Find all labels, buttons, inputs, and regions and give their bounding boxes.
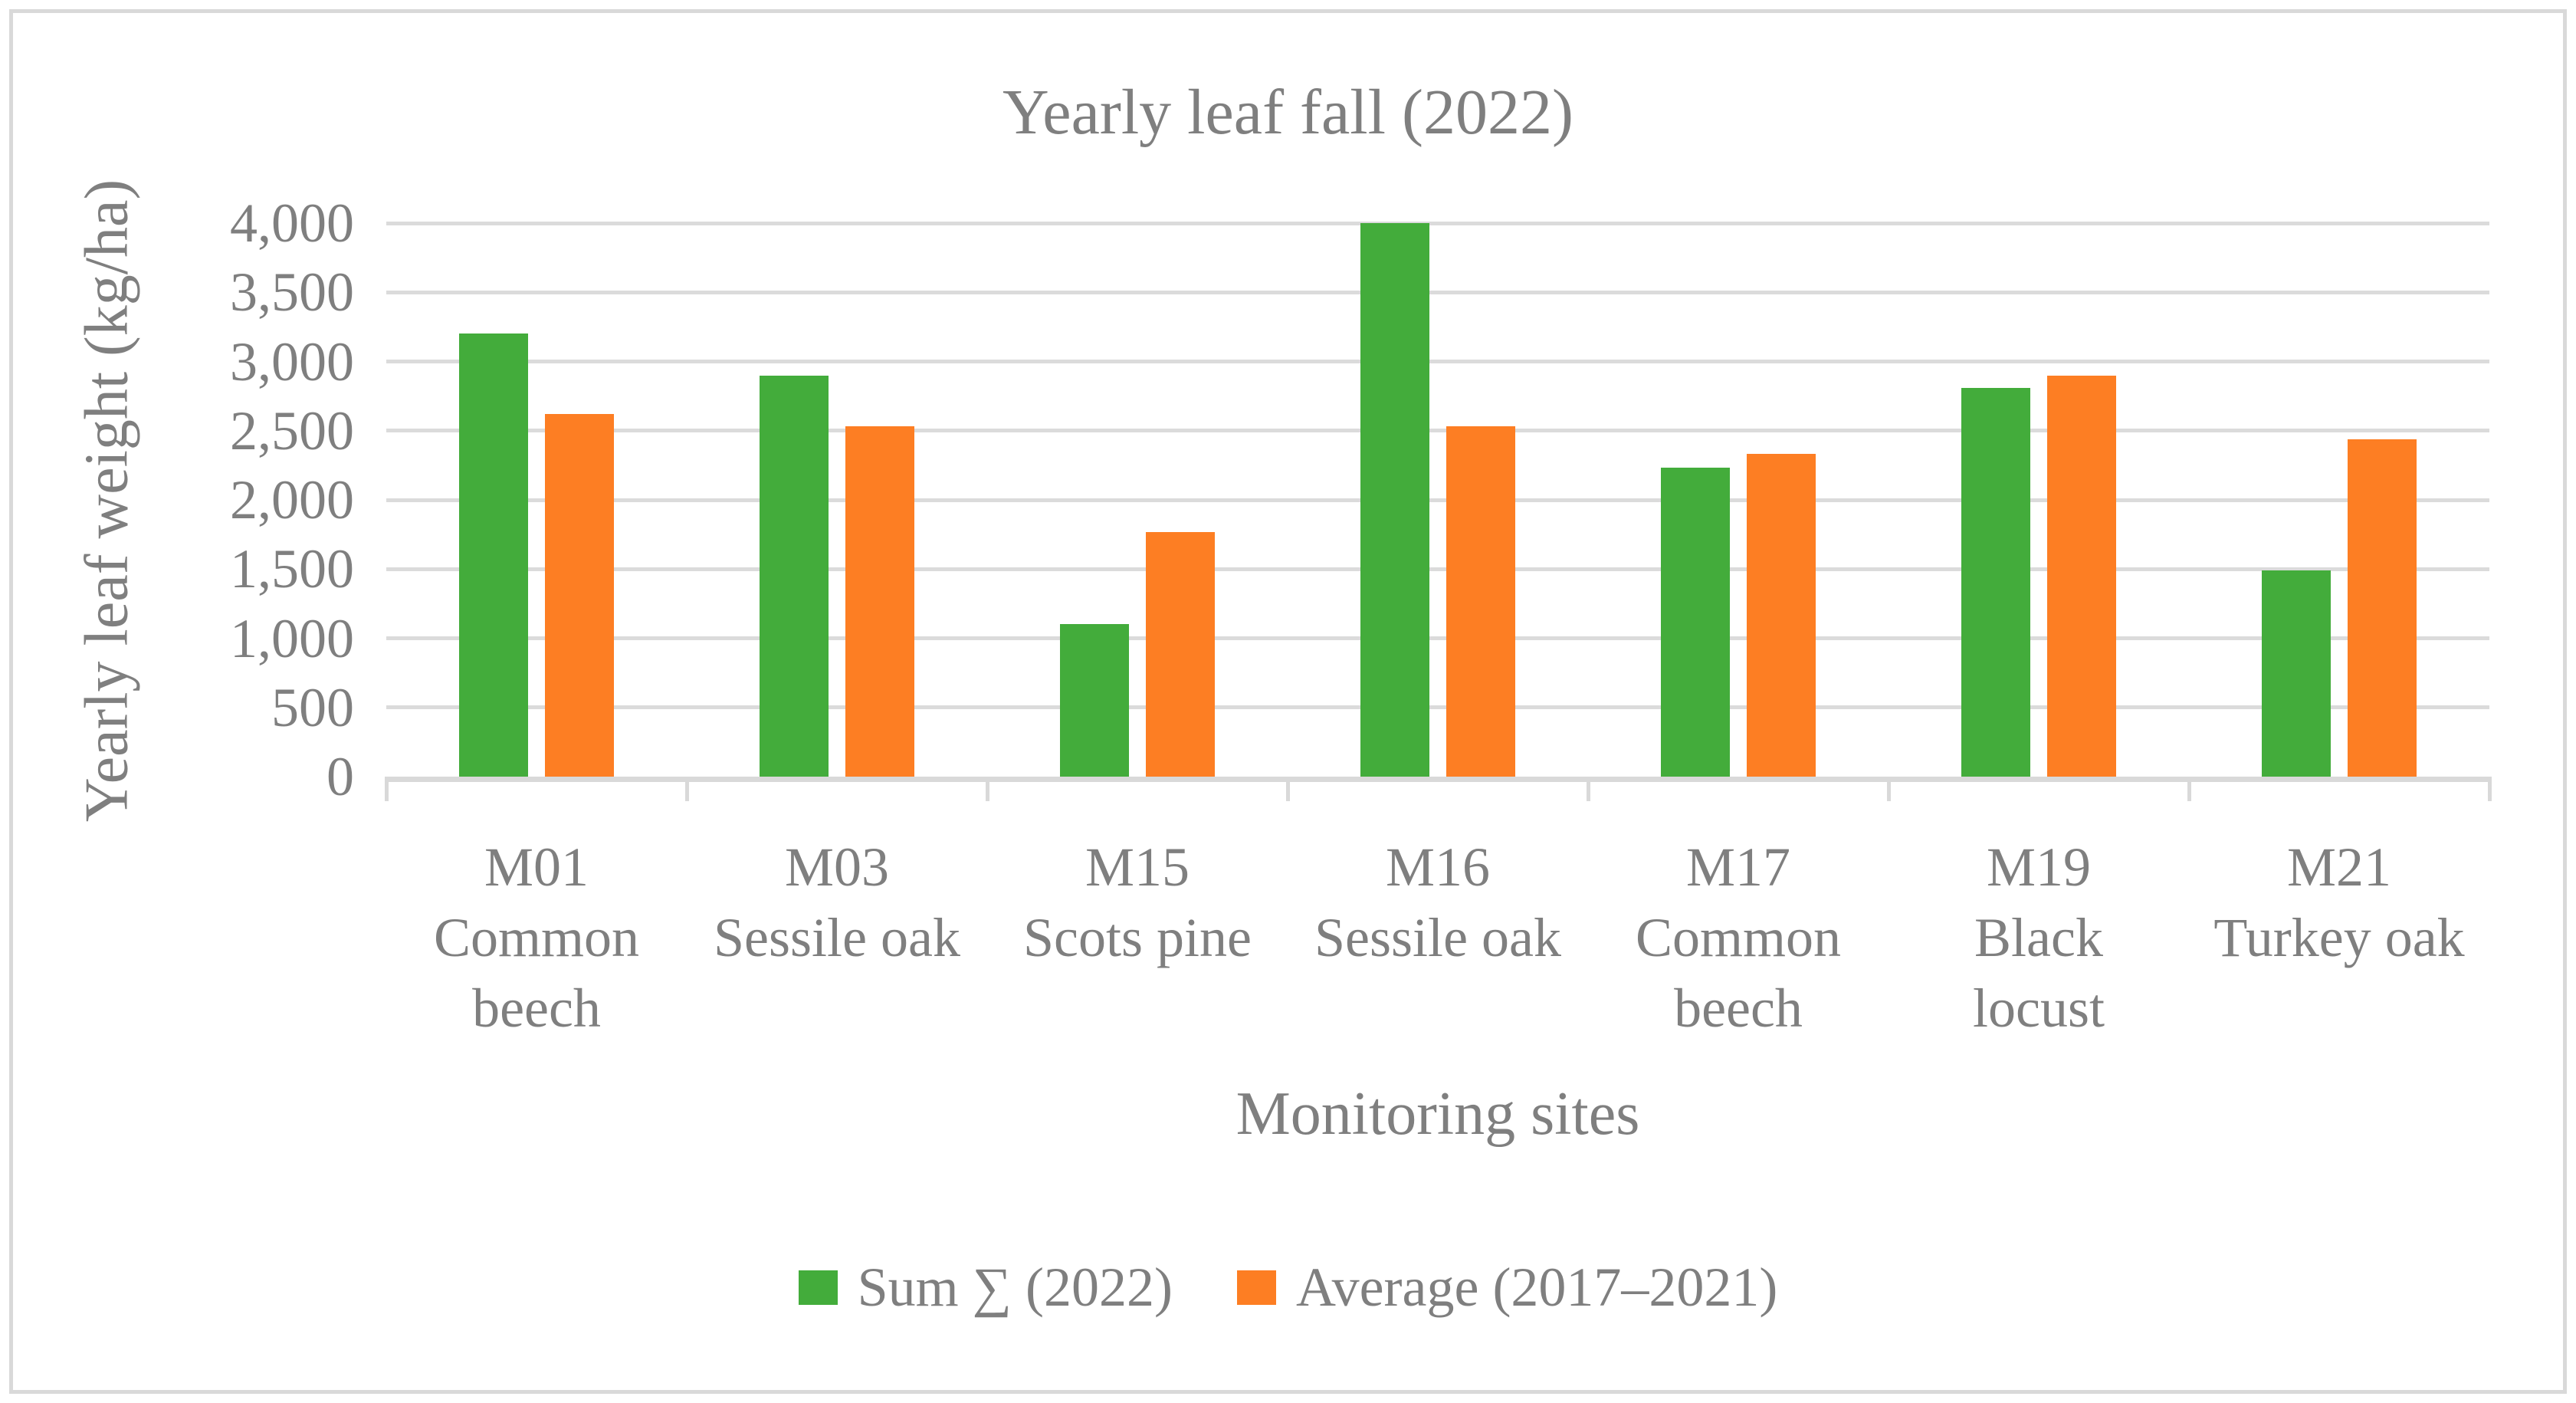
chart-title: Yearly leaf fall (2022)	[1003, 77, 1573, 148]
x-axis-title: Monitoring sites	[1235, 1080, 1640, 1148]
x-axis-category-label-line: Scots pine	[1023, 907, 1252, 968]
bar-average-2017-2021-m19	[2047, 375, 2116, 777]
bar-sum-2022-m21	[2262, 570, 2331, 777]
x-axis-category-label-line: locust	[1973, 978, 2105, 1039]
x-axis-category-label-line: M19	[1986, 836, 2092, 898]
x-axis-tick-mark	[2187, 777, 2191, 801]
x-axis-category-label-line: M03	[784, 836, 890, 898]
bar-average-2017-2021-m01	[545, 414, 614, 777]
x-axis-category-label-line: Common	[1635, 907, 1842, 968]
legend-item-average-2017-2021: Average (2017–2021)	[1236, 1256, 1778, 1319]
bar-sum-2022-m16	[1360, 223, 1429, 777]
x-axis-category-label-m16: M16 Sessile oak	[1208, 832, 1668, 973]
gridline	[386, 360, 2489, 363]
bar-average-2017-2021-m03	[845, 426, 914, 777]
bar-sum-2022-m15	[1060, 624, 1129, 777]
gridline	[386, 290, 2489, 294]
y-axis-tick-label: 2,000	[230, 469, 354, 531]
x-axis-category-label-line: M21	[2286, 836, 2392, 898]
legend-swatch-icon	[1236, 1270, 1276, 1305]
legend-label: Sum ∑ (2022)	[857, 1257, 1173, 1318]
x-axis-tick-mark	[2487, 777, 2492, 801]
x-axis-category-label-m01: M01 Common beech	[307, 832, 766, 1043]
legend-swatch-icon	[798, 1270, 838, 1305]
x-axis-category-label-m17: M17 Common beech	[1508, 832, 1968, 1043]
x-axis-category-label-line: beech	[472, 978, 601, 1039]
y-axis-tick-label: 3,500	[230, 261, 354, 324]
y-axis-tick-label: 4,000	[230, 192, 354, 254]
gridline	[386, 636, 2489, 640]
x-axis-category-label-m19: M19 Black locust	[1809, 832, 2269, 1043]
y-axis-tick-label: 1,500	[230, 538, 354, 600]
x-axis-tick-mark	[1886, 777, 1891, 801]
x-axis-category-label-line: Sessile oak	[714, 907, 960, 968]
y-axis-tick-label: 3,000	[230, 330, 354, 393]
y-axis-tick-label: 2,500	[230, 399, 354, 462]
bar-average-2017-2021-m16	[1446, 426, 1515, 777]
legend-label: Average (2017–2021)	[1295, 1257, 1778, 1318]
legend-item-sum-2022: Sum ∑ (2022)	[798, 1256, 1173, 1319]
x-axis-tick-mark	[384, 777, 389, 801]
x-axis-category-label-line: M15	[1085, 836, 1190, 898]
bar-average-2017-2021-m21	[2348, 439, 2417, 777]
x-axis-category-label-line: beech	[1674, 978, 1803, 1039]
y-axis-tick-label: 500	[271, 676, 354, 738]
x-axis-category-label-line: Sessile oak	[1314, 907, 1561, 968]
chart-border	[9, 9, 2567, 1394]
bar-sum-2022-m19	[1961, 387, 2030, 777]
x-axis-category-label-line: M01	[484, 836, 589, 898]
x-axis-category-label-line: Black	[1974, 907, 2103, 968]
x-axis-category-label-line: M17	[1685, 836, 1791, 898]
x-axis-line	[386, 777, 2489, 782]
bar-average-2017-2021-m17	[1747, 454, 1816, 777]
y-axis-tick-label: 1,000	[230, 607, 354, 669]
gridline	[386, 498, 2489, 502]
legend: Sum ∑ (2022) Average (2017–2021)	[0, 1256, 2576, 1319]
x-axis-category-label-m21: M21 Turkey oak	[2109, 832, 2569, 973]
x-axis-category-label-line: M16	[1385, 836, 1491, 898]
gridline	[386, 705, 2489, 710]
bar-average-2017-2021-m15	[1146, 531, 1215, 777]
gridline	[386, 221, 2489, 225]
x-axis-category-label-m03: M03 Sessile oak	[607, 832, 1067, 973]
x-axis-category-label-line: Common	[433, 907, 640, 968]
bar-sum-2022-m17	[1661, 468, 1730, 777]
gridline	[386, 429, 2489, 433]
x-axis-tick-mark	[1285, 777, 1290, 801]
y-axis-tick-label: 0	[327, 746, 354, 807]
x-axis-tick-mark	[1586, 777, 1590, 801]
bar-sum-2022-m03	[760, 375, 829, 777]
x-axis-tick-mark	[985, 777, 989, 801]
x-axis-category-label-m15: M15 Scots pine	[907, 832, 1367, 973]
x-axis-category-label-line: Turkey oak	[2213, 907, 2465, 968]
gridline	[386, 567, 2489, 571]
bar-sum-2022-m01	[459, 334, 528, 777]
x-axis-tick-mark	[684, 777, 689, 801]
